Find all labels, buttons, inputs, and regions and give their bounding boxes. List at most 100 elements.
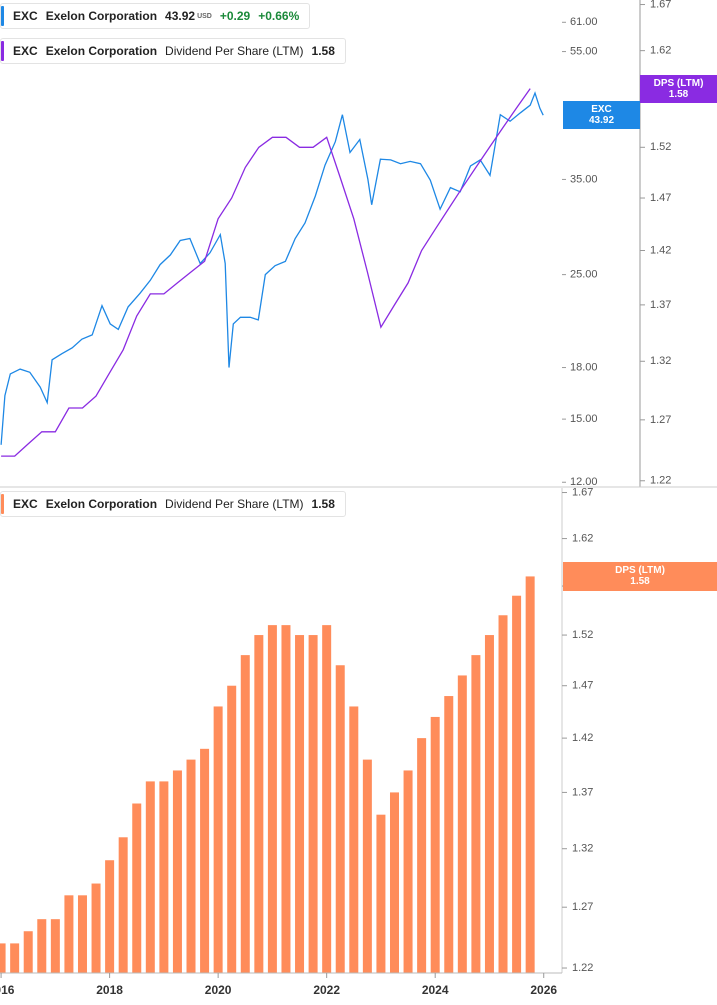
y2-tick-label: 1.62 — [650, 45, 671, 57]
bar — [308, 635, 318, 973]
bar — [64, 895, 74, 973]
bar — [525, 576, 535, 973]
symbol: EXC — [13, 44, 38, 58]
bar — [498, 615, 508, 973]
bar — [335, 665, 345, 973]
bar — [186, 759, 196, 973]
dps-badge: DPS (LTM) 1.58 — [640, 74, 717, 103]
company: Exelon Corporation — [45, 497, 158, 511]
bar — [240, 655, 250, 973]
bar — [254, 635, 264, 973]
bar — [132, 803, 142, 973]
badge-text: DPS (LTM) — [615, 565, 665, 577]
bar — [471, 655, 481, 973]
bar — [50, 919, 60, 973]
y-tick-label: 1.42 — [572, 732, 593, 744]
bar — [362, 759, 372, 973]
last-value: 1.58 — [311, 44, 335, 58]
x-tick-label: 2022 — [313, 983, 340, 997]
dps-badge: DPS (LTM) 1.58 — [563, 562, 717, 592]
y-tick-label: 1.47 — [572, 680, 593, 692]
symbol: EXC — [13, 497, 38, 511]
bar — [295, 635, 305, 973]
y-tick-label: 12.00 — [570, 476, 598, 488]
bar — [227, 685, 237, 973]
y-tick-label: 15.00 — [570, 413, 598, 425]
last-value: 1.58 — [311, 497, 335, 511]
y-tick-label: 18.00 — [570, 361, 598, 373]
bar — [376, 814, 386, 973]
series-name: Dividend Per Share (LTM) — [165, 497, 304, 511]
bar — [322, 625, 332, 973]
y-tick-label: 1.67 — [572, 486, 593, 498]
y-tick-label: 1.52 — [572, 629, 593, 641]
x-tick-label: 2020 — [205, 983, 232, 997]
badge-text: EXC — [591, 104, 612, 116]
bar — [145, 781, 155, 973]
y-tick-label: 1.37 — [572, 786, 593, 798]
series-line — [0, 91, 544, 445]
legend-swatch — [1, 41, 4, 61]
symbol: EXC — [13, 9, 38, 23]
legend-swatch — [1, 6, 4, 26]
badge-text: 43.92 — [588, 115, 615, 127]
bar — [512, 595, 522, 973]
x-tick-label: 2016 — [0, 983, 15, 997]
y2-tick-label: 1.27 — [650, 414, 671, 426]
bar — [213, 706, 223, 973]
change: +0.29 — [219, 9, 251, 23]
x-tick-label: 2024 — [422, 983, 449, 997]
y-tick-label: 25.00 — [570, 269, 598, 281]
bar — [23, 931, 33, 973]
bar — [105, 860, 115, 973]
y2-tick-label: 1.47 — [650, 192, 671, 204]
y-tick-label: 55.00 — [570, 45, 598, 57]
y-tick-label: 61.00 — [570, 16, 598, 28]
dps-legend[interactable]: EXC Exelon Corporation Dividend Per Shar… — [0, 38, 346, 64]
bar — [349, 706, 359, 973]
bar — [430, 716, 440, 973]
y-tick-label: 35.00 — [570, 173, 598, 185]
price: 43.92 — [165, 9, 196, 23]
change-pct: +0.66% — [258, 9, 300, 23]
x-tick-label: 2018 — [96, 983, 123, 997]
bar — [172, 770, 182, 973]
bar — [444, 696, 454, 973]
bar — [281, 625, 291, 973]
y2-tick-label: 1.37 — [650, 299, 671, 311]
bar — [0, 943, 6, 973]
legend-swatch — [1, 494, 4, 514]
y2-tick-label: 1.67 — [650, 0, 671, 10]
y-tick-label: 1.27 — [572, 901, 593, 913]
price-legend[interactable]: EXC Exelon Corporation 43.92 USD +0.29 +… — [0, 3, 311, 29]
series-name: Dividend Per Share (LTM) — [165, 44, 304, 58]
bar — [267, 625, 277, 973]
x-tick-label: 2026 — [530, 983, 557, 997]
y-tick-label: 1.22 — [572, 962, 593, 974]
y-tick-label: 1.32 — [572, 843, 593, 855]
badge-text: DPS (LTM) — [653, 77, 704, 89]
bar — [389, 792, 399, 973]
series-line — [1, 88, 531, 457]
company: Exelon Corporation — [45, 9, 158, 23]
badge-text: 1.58 — [630, 576, 650, 588]
bar — [77, 895, 87, 973]
bar — [91, 883, 101, 973]
bar — [484, 635, 494, 973]
bar — [403, 770, 413, 973]
y-tick-label: 1.62 — [572, 532, 593, 544]
bar — [10, 943, 20, 973]
currency: USD — [197, 12, 212, 20]
company: Exelon Corporation — [45, 44, 158, 58]
bar — [159, 781, 169, 973]
bar — [457, 675, 467, 973]
y2-tick-label: 1.22 — [650, 475, 671, 487]
y2-tick-label: 1.32 — [650, 355, 671, 367]
bar — [118, 837, 128, 973]
badge-text: 1.58 — [668, 88, 689, 100]
bar-legend[interactable]: EXC Exelon Corporation Dividend Per Shar… — [0, 491, 346, 517]
bar — [37, 919, 47, 973]
bar — [200, 748, 210, 973]
